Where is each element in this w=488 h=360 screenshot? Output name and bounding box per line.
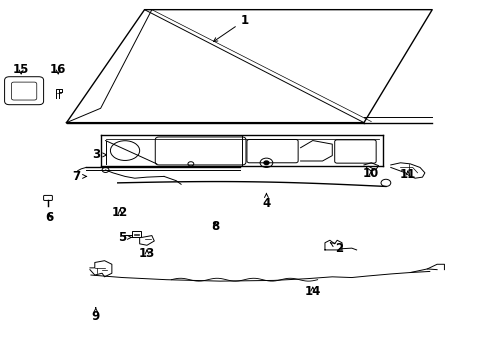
Text: 2: 2 bbox=[329, 242, 343, 255]
Text: 14: 14 bbox=[304, 285, 320, 298]
Text: 1: 1 bbox=[213, 14, 248, 41]
Text: 5: 5 bbox=[118, 231, 132, 244]
Text: 9: 9 bbox=[91, 308, 100, 324]
Text: 15: 15 bbox=[13, 63, 29, 76]
Text: 11: 11 bbox=[399, 168, 415, 181]
Text: 12: 12 bbox=[112, 207, 128, 220]
Text: 6: 6 bbox=[45, 211, 54, 224]
Text: 13: 13 bbox=[139, 247, 155, 260]
Text: 4: 4 bbox=[262, 194, 270, 210]
Text: 10: 10 bbox=[363, 167, 379, 180]
Text: 16: 16 bbox=[50, 63, 66, 76]
Text: 8: 8 bbox=[211, 220, 219, 233]
Text: 7: 7 bbox=[72, 170, 86, 183]
Circle shape bbox=[264, 161, 268, 165]
Text: 3: 3 bbox=[92, 148, 106, 161]
